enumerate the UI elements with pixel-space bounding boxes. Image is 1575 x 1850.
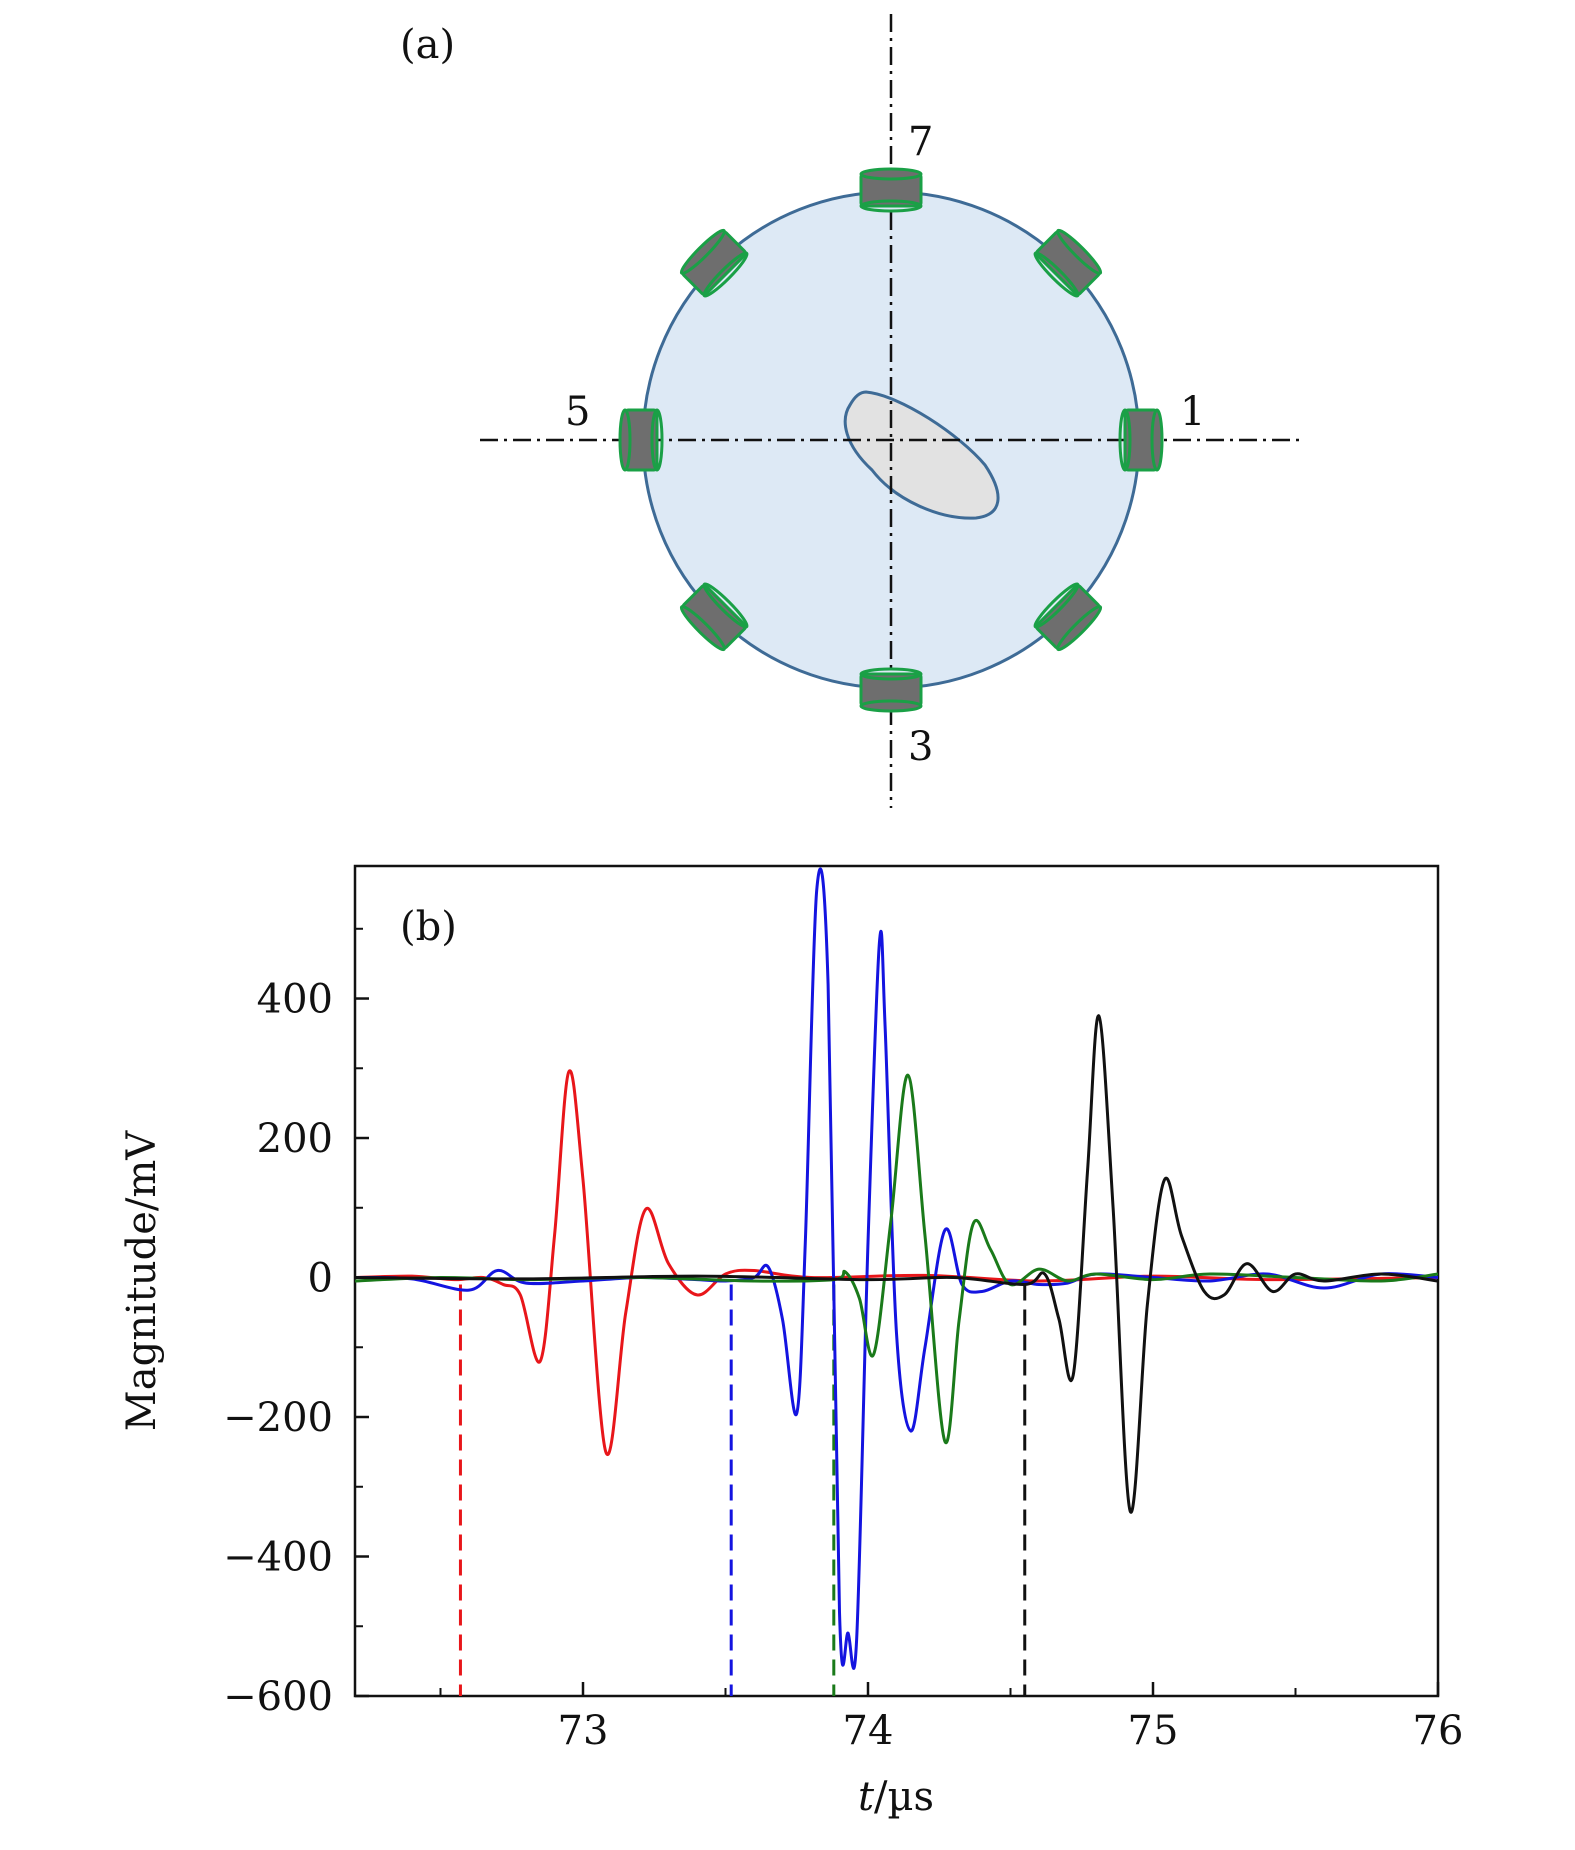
y-axis-label: Magnitude/mV bbox=[119, 1130, 165, 1431]
waveform-trace bbox=[354, 1014, 1439, 1514]
y-tick-label: 400 bbox=[257, 977, 333, 1023]
sensor-base bbox=[859, 199, 923, 213]
sensor-label-3: 3 bbox=[908, 724, 933, 770]
sensor-base bbox=[1118, 408, 1132, 472]
panel-b-label: (b) bbox=[400, 904, 457, 950]
sensor-face bbox=[1056, 605, 1103, 652]
x-axis-label: t/µs bbox=[858, 1774, 934, 1820]
x-tick-label: 74 bbox=[843, 1708, 894, 1754]
sensor-label-5: 5 bbox=[565, 389, 590, 435]
sensor-face bbox=[618, 408, 632, 472]
sensor-base bbox=[650, 408, 664, 472]
waveform-trace bbox=[354, 1069, 1439, 1457]
y-tick-label: 0 bbox=[308, 1256, 333, 1302]
sensor-base bbox=[702, 582, 749, 629]
sensor-face bbox=[679, 228, 726, 275]
sensor-face bbox=[859, 167, 923, 181]
sensor-base bbox=[1033, 582, 1080, 629]
sensor-2 bbox=[1033, 228, 1103, 298]
sensor-label-1: 1 bbox=[1180, 389, 1205, 435]
sensor-3 bbox=[859, 167, 923, 213]
x-axis-variable: t bbox=[858, 1774, 875, 1820]
sensor-face bbox=[679, 605, 726, 652]
panel-a: (a) 7 5 1 3 bbox=[400, 14, 1305, 808]
y-tick-label: 200 bbox=[257, 1116, 333, 1162]
sensor-base bbox=[702, 251, 749, 298]
defect-region bbox=[843, 390, 1000, 520]
sensor-6 bbox=[679, 582, 749, 652]
x-axis-unit: /µs bbox=[874, 1774, 934, 1820]
sensor-face bbox=[859, 699, 923, 713]
sensor-base bbox=[1033, 251, 1080, 298]
y-tick-label: −200 bbox=[223, 1395, 333, 1441]
sensor-base bbox=[859, 667, 923, 681]
y-tick-label: −600 bbox=[223, 1674, 333, 1720]
x-tick-label: 76 bbox=[1413, 1708, 1464, 1754]
x-tick-label: 75 bbox=[1128, 1708, 1179, 1754]
sensor-5 bbox=[618, 408, 664, 472]
sensor-4 bbox=[679, 228, 749, 298]
sensor-7 bbox=[859, 667, 923, 713]
sensor-1 bbox=[1118, 408, 1164, 472]
sensor-8 bbox=[1033, 582, 1103, 652]
waveform-trace bbox=[354, 1073, 1439, 1445]
y-tick-label: −400 bbox=[223, 1535, 333, 1581]
sensor-label-7: 7 bbox=[908, 119, 933, 165]
sensor-face bbox=[1150, 408, 1164, 472]
panel-b-chart: (b) −600 −400 −200 0 200 400 73 74 75 76 Magnitu… bbox=[119, 864, 1464, 1820]
panel-a-label: (a) bbox=[400, 22, 455, 68]
sensor-face bbox=[1056, 228, 1103, 275]
waveform-trace bbox=[354, 867, 1439, 1670]
x-tick-label: 73 bbox=[558, 1708, 609, 1754]
